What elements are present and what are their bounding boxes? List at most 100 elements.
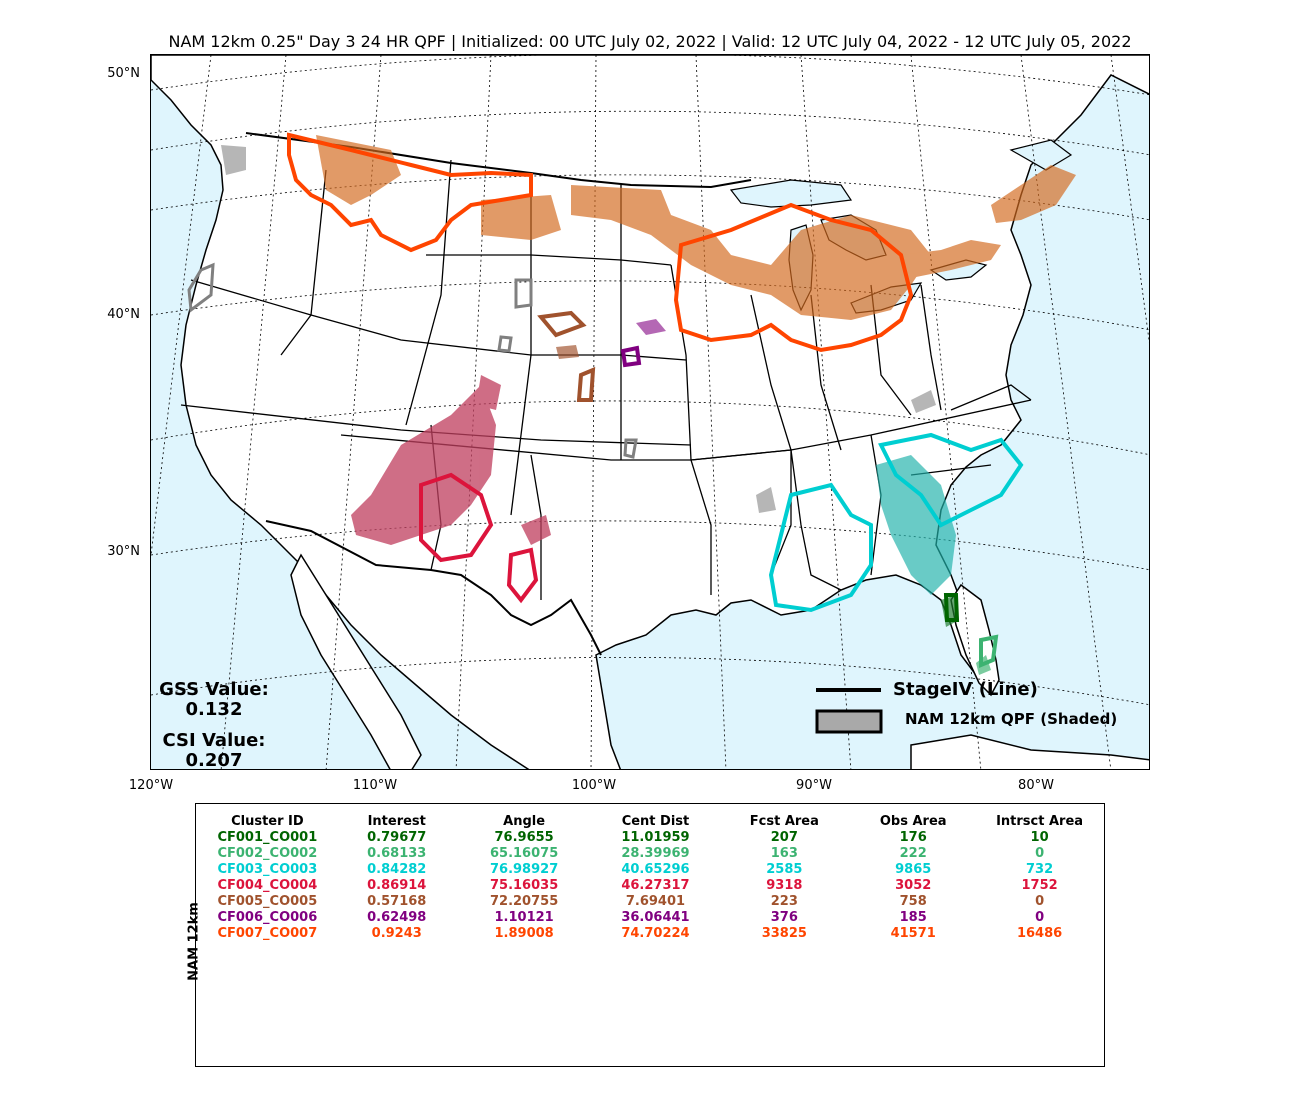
cell-cluster-id: CF003_CO003 [217, 862, 318, 877]
cell-cluster-id: CF005_CO005 [217, 894, 318, 909]
cell-interest: 0.62498 [367, 910, 427, 925]
cell-obs-area: 758 [899, 894, 927, 909]
cell-fcst-area: 207 [770, 830, 798, 845]
table-row: CF005_CO005 0.57168 72.20755 7.69401 223 758 0 [196, 894, 1104, 910]
co005-outline [537, 310, 587, 338]
cell-angle: 1.10121 [494, 910, 554, 925]
cf003-shaded [876, 455, 956, 595]
co003-outline [768, 482, 873, 613]
cell-cent-dist: 7.69401 [625, 894, 686, 909]
cell-cent-dist: 36.06441 [621, 910, 690, 925]
table-row: CF007_CO007 0.9243 1.89008 74.70224 33825 415… [196, 926, 1104, 942]
cell-angle: 72.20755 [489, 894, 559, 909]
cell-intrsct-area: 10 [1030, 830, 1049, 845]
observed-objects [287, 132, 1024, 668]
legend-line-label: StageIV (Line) [893, 679, 1038, 700]
cell-fcst-area: 376 [770, 910, 798, 925]
table-row: CF003_CO003 0.84282 76.98927 40.65296 2585 98… [196, 862, 1104, 878]
cell-cent-dist: 74.70224 [621, 926, 690, 941]
cell-intrsct-area: 16486 [1016, 926, 1063, 941]
lat-label-50: 50°N [107, 66, 140, 81]
cell-intrsct-area: 0 [1035, 910, 1045, 925]
map-canvas [151, 55, 1149, 769]
cell-obs-area: 9865 [895, 862, 932, 877]
cell-fcst-area: 223 [770, 894, 798, 909]
table-header-row: Cluster ID Interest Angle Cent Dist Fcst… [196, 814, 1104, 830]
cell-cent-dist: 46.27317 [621, 878, 690, 893]
cell-angle: 1.89008 [494, 926, 554, 941]
unmatched-outlines [187, 262, 638, 459]
co007-outline [287, 132, 533, 253]
gss-label: GSS Value: [159, 679, 269, 700]
table-row: CF001_CO001 0.79677 76.9655 11.01959 207 176 1… [196, 830, 1104, 846]
header-angle: Angle [503, 814, 546, 829]
cell-fcst-area: 33825 [761, 926, 807, 941]
header-cluster-id: Cluster ID [231, 814, 304, 829]
cf005-shaded [556, 345, 579, 359]
legend-shaded-swatch [815, 709, 883, 734]
table-row: CF006_CO006 0.62498 1.10121 36.06441 376 185 0 [196, 910, 1104, 926]
cell-angle: 65.16075 [489, 846, 559, 861]
legend [815, 688, 883, 734]
table-row: CF004_CO004 0.86914 75.16035 46.27317 9318 30… [196, 878, 1104, 894]
cell-intrsct-area: 732 [1026, 862, 1054, 877]
cell-cluster-id: CF002_CO002 [217, 846, 318, 861]
co004-outline [419, 472, 494, 563]
lat-label-30: 30°N [107, 544, 140, 559]
cell-angle: 75.16035 [489, 878, 559, 893]
cell-cluster-id: CF004_CO004 [217, 878, 318, 893]
cell-cent-dist: 40.65296 [621, 862, 690, 877]
cell-fcst-area: 163 [770, 846, 798, 861]
lat-label-40: 40°N [107, 307, 140, 322]
cell-interest: 0.79677 [367, 830, 427, 845]
cell-obs-area: 41571 [890, 926, 936, 941]
cell-cluster-id: CF007_CO007 [217, 926, 318, 941]
co004-outline-2 [506, 547, 539, 604]
csi-value: 0.207 [185, 750, 243, 771]
lon-label-100: 100°W [571, 778, 617, 793]
cell-cluster-id: CF001_CO001 [217, 830, 318, 845]
map-panel [150, 54, 1150, 770]
csi-label: CSI Value: [162, 730, 266, 751]
lon-label-80: 80°W [1018, 778, 1054, 793]
cf004-shaded [351, 375, 551, 545]
stats-table-content: Cluster ID Interest Angle Cent Dist Fcst… [196, 814, 1104, 942]
header-cent-dist: Cent Dist [621, 814, 690, 829]
stats-table: Cluster ID Interest Angle Cent Dist Fcst… [195, 803, 1105, 1067]
cell-obs-area: 176 [899, 830, 927, 845]
cell-obs-area: 222 [899, 846, 927, 861]
header-obs-area: Obs Area [879, 814, 947, 829]
co003-outline-2 [878, 432, 1024, 528]
co005-outline-2 [576, 366, 596, 402]
unmatched-shaded [221, 145, 936, 513]
cell-fcst-area: 9318 [766, 878, 803, 893]
cell-cent-dist: 28.39969 [621, 846, 690, 861]
cell-cent-dist: 11.01959 [621, 830, 690, 845]
co006-outline [620, 345, 642, 368]
cell-cluster-id: CF006_CO006 [217, 910, 318, 925]
cell-interest: 0.84282 [367, 862, 427, 877]
cell-intrsct-area: 1752 [1021, 878, 1058, 893]
cf006-shaded [636, 319, 666, 335]
cf007-shaded [316, 135, 1076, 320]
cell-interest: 0.57168 [367, 894, 427, 909]
cell-obs-area: 3052 [895, 878, 932, 893]
lon-label-90: 90°W [796, 778, 832, 793]
cell-intrsct-area: 0 [1035, 846, 1045, 861]
header-intrsct-area: Intrsct Area [996, 814, 1084, 829]
cell-fcst-area: 2585 [766, 862, 803, 877]
map-title: NAM 12km 0.25" Day 3 24 HR QPF | Initial… [168, 32, 1132, 51]
header-interest: Interest [367, 814, 426, 829]
cell-interest: 0.86914 [367, 878, 427, 893]
forecast-objects [221, 135, 1076, 675]
cell-obs-area: 185 [899, 910, 927, 925]
legend-shaded-label: NAM 12km QPF (Shaded) [905, 710, 1118, 728]
cell-interest: 0.9243 [371, 926, 422, 941]
co001-outline [943, 593, 960, 622]
cell-interest: 0.68133 [367, 846, 427, 861]
land-mass [151, 55, 1149, 769]
table-body: CF001_CO001 0.79677 76.9655 11.01959 207 176 1… [196, 830, 1104, 942]
table-row: CF002_CO002 0.68133 65.16075 28.39969 163 222… [196, 846, 1104, 862]
co002-outline [979, 634, 999, 668]
lon-label-110: 110°W [352, 778, 398, 793]
